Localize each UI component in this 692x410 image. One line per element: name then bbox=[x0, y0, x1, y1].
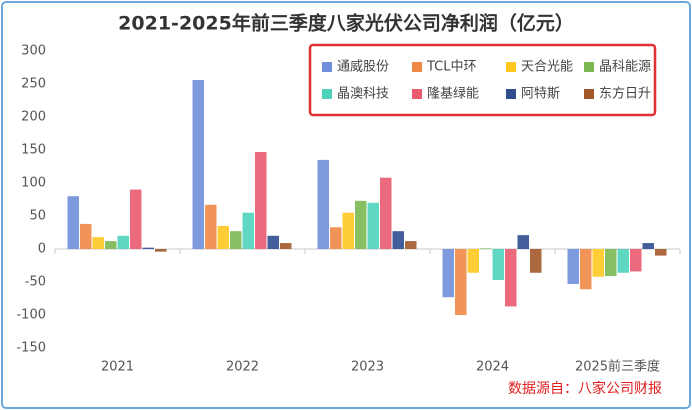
bar bbox=[567, 249, 579, 284]
legend-swatch bbox=[584, 62, 594, 72]
y-tick-label: 150 bbox=[21, 143, 46, 158]
legend-label: 隆基绿能 bbox=[427, 87, 479, 102]
legend-swatch bbox=[322, 62, 332, 72]
bar bbox=[480, 248, 492, 249]
y-tick-label: -150 bbox=[16, 341, 46, 356]
legend-box bbox=[308, 43, 657, 117]
bar bbox=[517, 235, 529, 249]
y-tick-label: 300 bbox=[21, 44, 46, 59]
chart-title: 2021-2025年前三季度八家光伏公司净利润（亿元） bbox=[118, 12, 574, 35]
legend-swatch bbox=[412, 89, 422, 99]
bar bbox=[330, 227, 342, 249]
bar bbox=[317, 159, 329, 249]
bar bbox=[255, 151, 267, 249]
bar bbox=[142, 247, 154, 249]
x-tick-label: 2024 bbox=[476, 360, 509, 375]
bar bbox=[192, 80, 204, 249]
bar bbox=[217, 225, 229, 249]
bar bbox=[642, 243, 654, 249]
bar bbox=[605, 249, 617, 277]
legend-swatch bbox=[412, 62, 422, 72]
bar bbox=[455, 249, 467, 315]
legend-swatch bbox=[584, 89, 594, 99]
annotation: 数据源自：八家公司财报 bbox=[508, 380, 662, 397]
y-tick-label: 50 bbox=[29, 209, 46, 224]
bar bbox=[630, 249, 642, 272]
bar bbox=[442, 249, 454, 298]
legend-label: 晶澳科技 bbox=[337, 86, 389, 102]
x-tick-label: 2023 bbox=[351, 360, 384, 375]
bar bbox=[655, 249, 667, 256]
y-tick-label: 100 bbox=[21, 176, 46, 191]
bar bbox=[467, 249, 479, 273]
bar bbox=[492, 249, 504, 281]
legend-label: 东方日升 bbox=[599, 86, 651, 102]
y-tick-label: -50 bbox=[25, 275, 46, 290]
bar bbox=[342, 212, 354, 249]
bar bbox=[242, 212, 254, 249]
bar bbox=[355, 200, 367, 249]
bar bbox=[405, 241, 417, 249]
legend-label: 晶科能源 bbox=[599, 60, 651, 75]
bar bbox=[530, 249, 542, 273]
legend-swatch bbox=[506, 89, 516, 99]
y-tick-label: -100 bbox=[16, 308, 46, 323]
bar bbox=[280, 243, 292, 249]
bar bbox=[380, 177, 392, 249]
y-tick-label: 200 bbox=[21, 110, 46, 125]
bar bbox=[392, 231, 404, 249]
legend-label: TCL中环 bbox=[426, 60, 477, 75]
x-tick-label: 2022 bbox=[226, 360, 259, 375]
bar bbox=[230, 231, 242, 249]
bar bbox=[155, 249, 167, 252]
bar bbox=[92, 237, 104, 249]
y-tick-label: 0 bbox=[38, 242, 46, 257]
y-tick-label: 250 bbox=[21, 77, 46, 92]
legend-swatch bbox=[322, 89, 332, 99]
bar bbox=[592, 249, 604, 277]
bar bbox=[580, 249, 592, 290]
legend-swatch bbox=[506, 62, 516, 72]
bar bbox=[205, 204, 217, 249]
legend-label: 天合光能 bbox=[521, 60, 573, 75]
bar bbox=[105, 241, 117, 249]
legend-label: 通威股份 bbox=[337, 60, 389, 75]
bar bbox=[67, 196, 79, 249]
x-tick-label: 2025前三季度 bbox=[575, 359, 660, 375]
bar bbox=[505, 249, 517, 307]
bar bbox=[367, 202, 379, 249]
x-tick-label: 2021 bbox=[101, 360, 134, 375]
bar bbox=[267, 235, 279, 249]
bar bbox=[117, 235, 129, 249]
bar bbox=[80, 223, 92, 249]
bar bbox=[617, 249, 629, 273]
legend-label: 阿特斯 bbox=[521, 87, 560, 102]
bar bbox=[130, 189, 142, 249]
